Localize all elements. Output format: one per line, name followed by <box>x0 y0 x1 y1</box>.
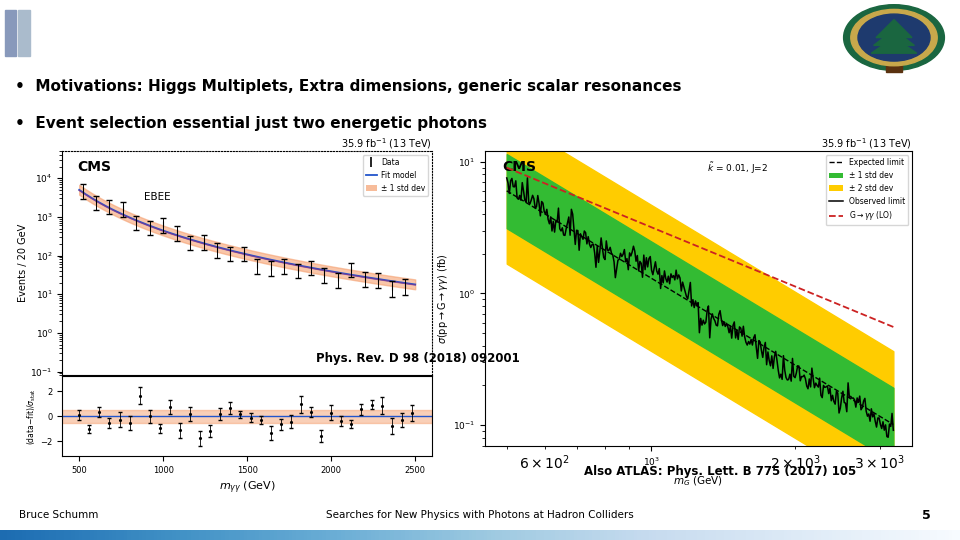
Expected limit <box>888 421 900 428</box>
Text: Basic Photonic Search: High Mass Diphoton Resonance: Basic Photonic Search: High Mass Diphoto… <box>48 23 738 43</box>
Circle shape <box>844 5 945 71</box>
G$\to\gamma\gamma$ (LO) <box>732 259 743 266</box>
Expected limit <box>732 327 743 333</box>
Fit model <box>87 195 99 202</box>
Fit model <box>409 281 420 288</box>
Text: 5: 5 <box>923 509 931 522</box>
Expected limit <box>502 188 514 195</box>
G$\to\gamma\gamma$ (LO) <box>852 309 863 315</box>
Y-axis label: Events / 20 GeV: Events / 20 GeV <box>17 224 28 302</box>
Legend: Expected limit, ± 1 std dev, ± 2 std dev, Observed limit, G$\to\gamma\gamma$ (LO: Expected limit, ± 1 std dev, ± 2 std dev… <box>826 155 908 225</box>
Observed limit <box>502 180 514 186</box>
X-axis label: $m_{\gamma\gamma}$ (GeV): $m_{\gamma\gamma}$ (GeV) <box>219 479 276 496</box>
Bar <box>18 10 30 56</box>
Observed limit <box>882 434 894 441</box>
Circle shape <box>851 9 937 66</box>
Circle shape <box>858 14 930 61</box>
Bar <box>5 10 16 56</box>
Text: 35.9 fb$^{-1}$ (13 TeV): 35.9 fb$^{-1}$ (13 TeV) <box>821 136 912 151</box>
Observed limit <box>501 175 513 181</box>
Fit model <box>163 230 175 236</box>
Expected limit <box>730 326 741 333</box>
Text: •  Event selection essential just two energetic photons: • Event selection essential just two ene… <box>15 116 487 131</box>
Line: Expected limit: Expected limit <box>507 191 894 424</box>
Y-axis label: $\sigma$(pp$\to$G$\to\gamma\gamma$) (fb): $\sigma$(pp$\to$G$\to\gamma\gamma$) (fb) <box>436 253 450 343</box>
G$\to\gamma\gamma$ (LO) <box>827 299 838 305</box>
Polygon shape <box>876 19 912 38</box>
Text: Phys. Rev. D 98 (2018) 092001: Phys. Rev. D 98 (2018) 092001 <box>316 352 519 365</box>
Line: G$\to\gamma\gamma$ (LO): G$\to\gamma\gamma$ (LO) <box>507 167 894 327</box>
Line: Fit model: Fit model <box>79 190 415 285</box>
Legend: Data, Fit model, ± 1 std dev: Data, Fit model, ± 1 std dev <box>363 155 428 196</box>
X-axis label: $m_G$ (GeV): $m_G$ (GeV) <box>673 474 724 488</box>
Observed limit <box>852 399 864 406</box>
Text: $\tilde{k}$ = 0.01, J=2: $\tilde{k}$ = 0.01, J=2 <box>707 160 768 176</box>
Fit model <box>94 199 106 206</box>
Text: •  Motivations: Higgs Multiplets, Extra dimensions, generic scalar resonances: • Motivations: Higgs Multiplets, Extra d… <box>15 79 682 94</box>
Expected limit <box>827 384 838 391</box>
Observed limit <box>888 427 900 434</box>
Y-axis label: (data$-$fit)/$\sigma_\mathrm{stat}$: (data$-$fit)/$\sigma_\mathrm{stat}$ <box>25 388 37 445</box>
Expected limit <box>501 187 513 194</box>
Text: 35.9 fb$^{-1}$ (13 TeV): 35.9 fb$^{-1}$ (13 TeV) <box>341 136 432 151</box>
Text: Also ATLAS: Phys. Lett. B 775 (2017) 105: Also ATLAS: Phys. Lett. B 775 (2017) 105 <box>584 465 856 478</box>
Line: Observed limit: Observed limit <box>507 178 894 437</box>
Bar <box>885 55 902 72</box>
Observed limit <box>828 398 840 404</box>
G$\to\gamma\gamma$ (LO) <box>737 262 749 268</box>
Text: Searches for New Physics with Photons at Hadron Colliders: Searches for New Physics with Photons at… <box>326 510 634 521</box>
Fit model <box>393 279 404 285</box>
G$\to\gamma\gamma$ (LO) <box>502 165 514 171</box>
Observed limit <box>732 327 743 333</box>
G$\to\gamma\gamma$ (LO) <box>730 259 741 265</box>
Text: Bruce Schumm: Bruce Schumm <box>19 510 99 521</box>
Observed limit <box>739 333 751 340</box>
Expected limit <box>737 330 749 337</box>
G$\to\gamma\gamma$ (LO) <box>888 323 900 330</box>
Fit model <box>73 187 85 193</box>
Fit model <box>136 219 148 226</box>
Polygon shape <box>874 30 914 45</box>
Polygon shape <box>872 38 917 53</box>
Observed limit <box>732 336 744 343</box>
Text: EBEE: EBEE <box>144 192 170 201</box>
Expected limit <box>852 400 863 406</box>
Text: CMS: CMS <box>502 160 536 174</box>
Observed limit <box>521 174 533 181</box>
Text: CMS: CMS <box>77 160 111 174</box>
Fit model <box>381 277 393 284</box>
G$\to\gamma\gamma$ (LO) <box>501 164 513 171</box>
